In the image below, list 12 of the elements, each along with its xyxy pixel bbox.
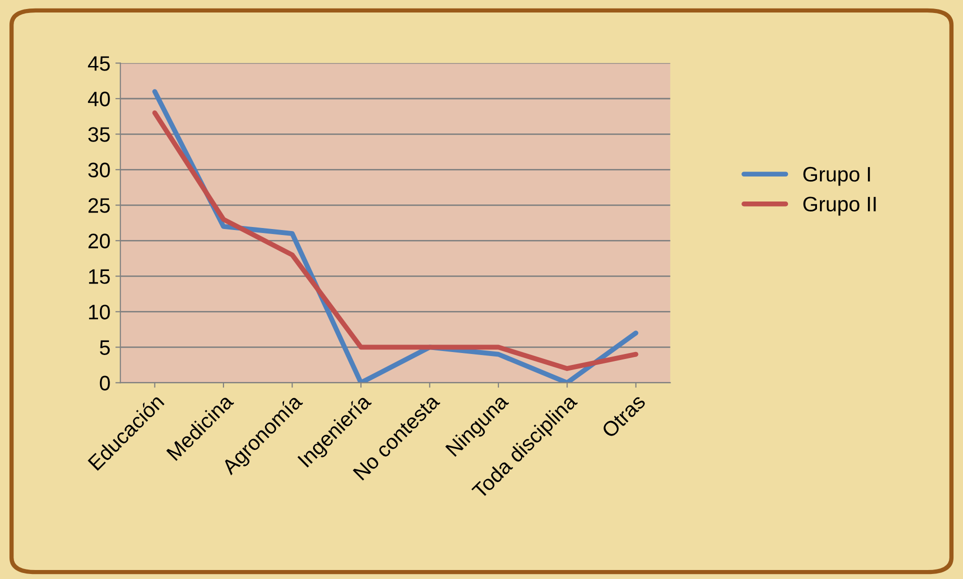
y-tick-label: 10 [89, 304, 110, 320]
y-tick-label: 40 [88, 92, 110, 106]
legend-label: Grupo II [803, 196, 876, 216]
y-tick-label: 0 [100, 376, 110, 390]
y-tick-label: 30 [88, 162, 110, 178]
y-tick-label: 25 [88, 198, 110, 213]
y-tick-label: 15 [89, 269, 110, 284]
y-tick-label: 5 [100, 340, 110, 355]
legend-label: Grupo I [803, 166, 870, 186]
y-tick-label: 45 [88, 56, 110, 71]
y-tick-label: 20 [88, 234, 110, 248]
y-tick-label: 35 [88, 127, 110, 142]
